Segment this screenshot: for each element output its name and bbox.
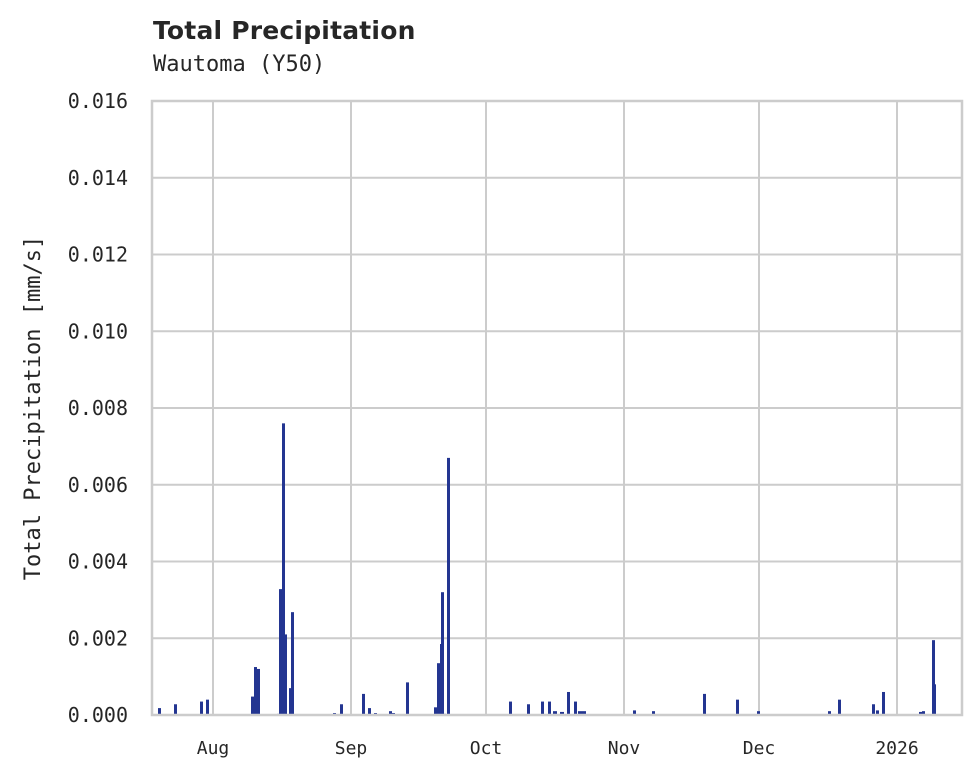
precipitation-bar — [509, 701, 512, 715]
precipitation-bar — [872, 704, 875, 715]
precipitation-bar — [174, 704, 177, 715]
precipitation-bar — [828, 711, 831, 715]
precipitation-bar — [548, 701, 551, 715]
x-axis-ticks: Aug Sep Oct Nov Dec 2026 — [197, 738, 919, 759]
x-tick-label: Sep — [335, 738, 368, 759]
precipitation-bar — [922, 711, 925, 715]
precipitation-bar — [340, 704, 343, 715]
chart-title: Total Precipitation — [153, 16, 416, 45]
precipitation-bar — [882, 691, 885, 715]
precipitation-bar — [652, 711, 655, 715]
x-tick-label: Aug — [197, 738, 230, 759]
precipitation-bar — [932, 640, 935, 715]
x-tick-label: 2026 — [875, 738, 918, 759]
plot-frame — [150, 99, 964, 717]
y-tick-label: 0.014 — [68, 166, 128, 190]
y-tick-label: 0.000 — [68, 703, 128, 727]
grid-lines — [152, 100, 962, 716]
precipitation-bar — [289, 688, 291, 715]
precipitation-bar — [282, 423, 285, 715]
precipitation-bar — [406, 682, 409, 715]
precipitation-bar — [838, 699, 841, 715]
precipitation-bar — [574, 701, 577, 715]
x-tick-label: Nov — [608, 738, 641, 759]
precipitation-bar — [527, 704, 530, 715]
precipitation-bar — [441, 592, 444, 715]
precipitation-bar — [578, 711, 586, 715]
precipitation-bar — [633, 710, 636, 715]
precipitation-bar — [200, 701, 203, 715]
y-tick-label: 0.016 — [68, 89, 128, 113]
precipitation-bar — [285, 634, 287, 715]
precipitation-bar — [567, 691, 570, 715]
precipitation-bar — [251, 696, 254, 715]
precipitation-bar — [257, 668, 260, 715]
precipitation-bar — [279, 589, 282, 715]
x-tick-label: Oct — [470, 738, 503, 759]
precipitation-bar — [919, 711, 922, 715]
y-axis-ticks: 0.000 0.002 0.004 0.006 0.008 0.010 0.012 0.014… — [68, 89, 128, 727]
y-tick-label: 0.004 — [68, 550, 128, 574]
y-tick-label: 0.006 — [68, 473, 128, 497]
precipitation-bar — [437, 663, 440, 715]
precipitation-bar — [553, 711, 557, 715]
y-tick-label: 0.012 — [68, 243, 128, 267]
chart-subtitle: Wautoma (Y50) — [153, 52, 326, 77]
precipitation-bar — [254, 667, 257, 715]
y-tick-label: 0.008 — [68, 396, 128, 420]
y-tick-label: 0.002 — [68, 626, 128, 650]
y-tick-label: 0.010 — [68, 319, 128, 343]
precipitation-bar — [736, 699, 739, 715]
precipitation-bar — [206, 699, 209, 715]
precipitation-bar — [541, 701, 544, 715]
precipitation-bars — [158, 423, 936, 715]
precipitation-bar — [876, 710, 879, 715]
precipitation-bar — [362, 693, 365, 715]
y-axis-label: Total Precipitation [mm/s] — [21, 236, 46, 580]
precipitation-bar — [368, 708, 371, 715]
precipitation-bar — [434, 707, 437, 715]
precipitation-bar — [158, 708, 161, 715]
precipitation-bar — [291, 612, 294, 715]
precipitation-bar — [703, 693, 706, 715]
precipitation-bar — [389, 711, 392, 715]
x-tick-label: Dec — [743, 738, 776, 759]
precipitation-bar — [757, 711, 760, 715]
precipitation-bar — [934, 684, 936, 715]
precipitation-bar — [447, 457, 450, 715]
precipitation-bar — [560, 711, 564, 715]
